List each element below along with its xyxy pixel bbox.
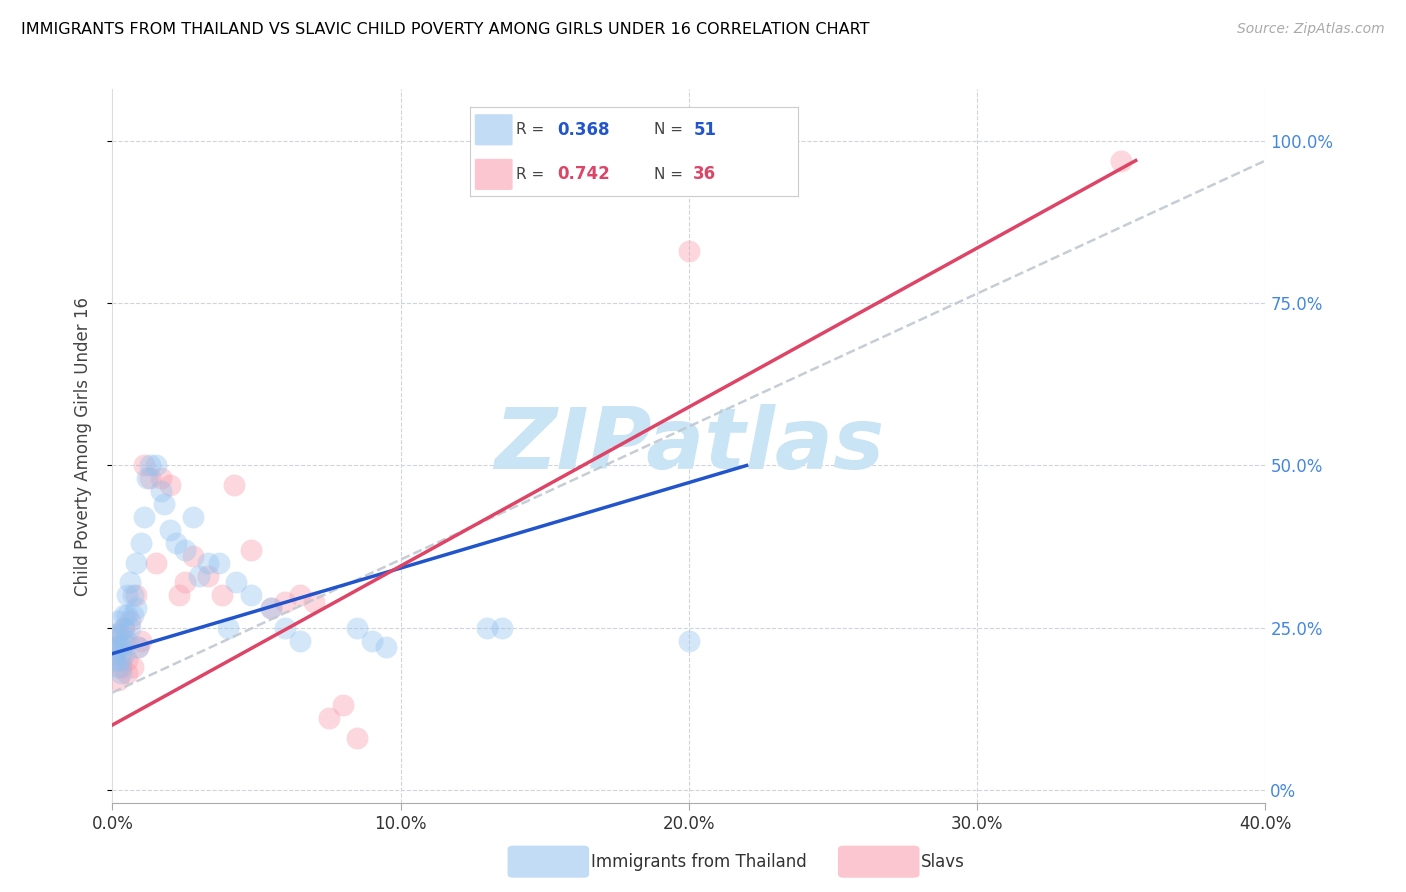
Point	[107, 640, 129, 654]
Point	[129, 633, 153, 648]
Text: Slavs: Slavs	[921, 853, 965, 871]
Point	[107, 614, 129, 628]
Point	[110, 627, 132, 641]
Text: IMMIGRANTS FROM THAILAND VS SLAVIC CHILD POVERTY AMONG GIRLS UNDER 16 CORRELATIO: IMMIGRANTS FROM THAILAND VS SLAVIC CHILD…	[21, 22, 869, 37]
Point	[150, 484, 173, 499]
Point	[181, 510, 204, 524]
Point	[104, 640, 127, 654]
Y-axis label: Child Poverty Among Girls Under 16: Child Poverty Among Girls Under 16	[73, 296, 91, 596]
Point	[1111, 153, 1133, 168]
Point	[173, 575, 195, 590]
Point	[360, 633, 382, 648]
Point	[110, 659, 132, 673]
Point	[159, 524, 181, 538]
Point	[475, 621, 498, 635]
Point	[173, 542, 195, 557]
Text: Source: ZipAtlas.com: Source: ZipAtlas.com	[1237, 22, 1385, 37]
Point	[491, 621, 513, 635]
Point	[260, 601, 283, 615]
Point	[197, 556, 219, 570]
Point	[735, 153, 758, 168]
Point	[167, 588, 190, 602]
Point	[112, 621, 135, 635]
Point	[678, 244, 700, 259]
Point	[159, 478, 181, 492]
Point	[678, 633, 700, 648]
Point	[153, 497, 176, 511]
Point	[225, 575, 247, 590]
Point	[118, 575, 141, 590]
Point	[217, 621, 239, 635]
Point	[181, 549, 204, 564]
Point	[346, 731, 368, 745]
Point	[150, 471, 173, 485]
Point	[124, 588, 146, 602]
Point	[121, 659, 143, 673]
Point	[107, 633, 129, 648]
Point	[118, 614, 141, 628]
Point	[304, 595, 326, 609]
Point	[107, 659, 129, 673]
Point	[145, 556, 167, 570]
Point	[115, 666, 138, 681]
Point	[274, 621, 297, 635]
Point	[115, 588, 138, 602]
Point	[318, 711, 340, 725]
Point	[139, 458, 162, 473]
Text: Immigrants from Thailand: Immigrants from Thailand	[591, 853, 806, 871]
Point	[260, 601, 283, 615]
Point	[104, 647, 127, 661]
Point	[197, 568, 219, 582]
Point	[104, 653, 127, 667]
Point	[134, 510, 156, 524]
Point	[211, 588, 233, 602]
Point	[288, 588, 311, 602]
Point	[222, 478, 245, 492]
Point	[112, 647, 135, 661]
Text: ZIPatlas: ZIPatlas	[494, 404, 884, 488]
Point	[110, 647, 132, 661]
Point	[239, 588, 262, 602]
Point	[139, 471, 162, 485]
Point	[124, 601, 146, 615]
Point	[136, 471, 159, 485]
Point	[104, 653, 127, 667]
Point	[375, 640, 398, 654]
Point	[127, 640, 149, 654]
Point	[110, 640, 132, 654]
Point	[274, 595, 297, 609]
Point	[112, 633, 135, 648]
Point	[112, 621, 135, 635]
Point	[145, 458, 167, 473]
Point	[165, 536, 187, 550]
Point	[110, 666, 132, 681]
Point	[110, 653, 132, 667]
Point	[104, 627, 127, 641]
Point	[107, 627, 129, 641]
Point	[208, 556, 231, 570]
Point	[121, 607, 143, 622]
Point	[115, 653, 138, 667]
Point	[134, 458, 156, 473]
Point	[332, 698, 354, 713]
Point	[129, 536, 153, 550]
Point	[188, 568, 211, 582]
Point	[124, 556, 146, 570]
Point	[112, 607, 135, 622]
Point	[346, 621, 368, 635]
Point	[115, 607, 138, 622]
Point	[118, 621, 141, 635]
Point	[127, 640, 149, 654]
Point	[239, 542, 262, 557]
Point	[115, 633, 138, 648]
Point	[121, 588, 143, 602]
Point	[288, 633, 311, 648]
Point	[107, 673, 129, 687]
